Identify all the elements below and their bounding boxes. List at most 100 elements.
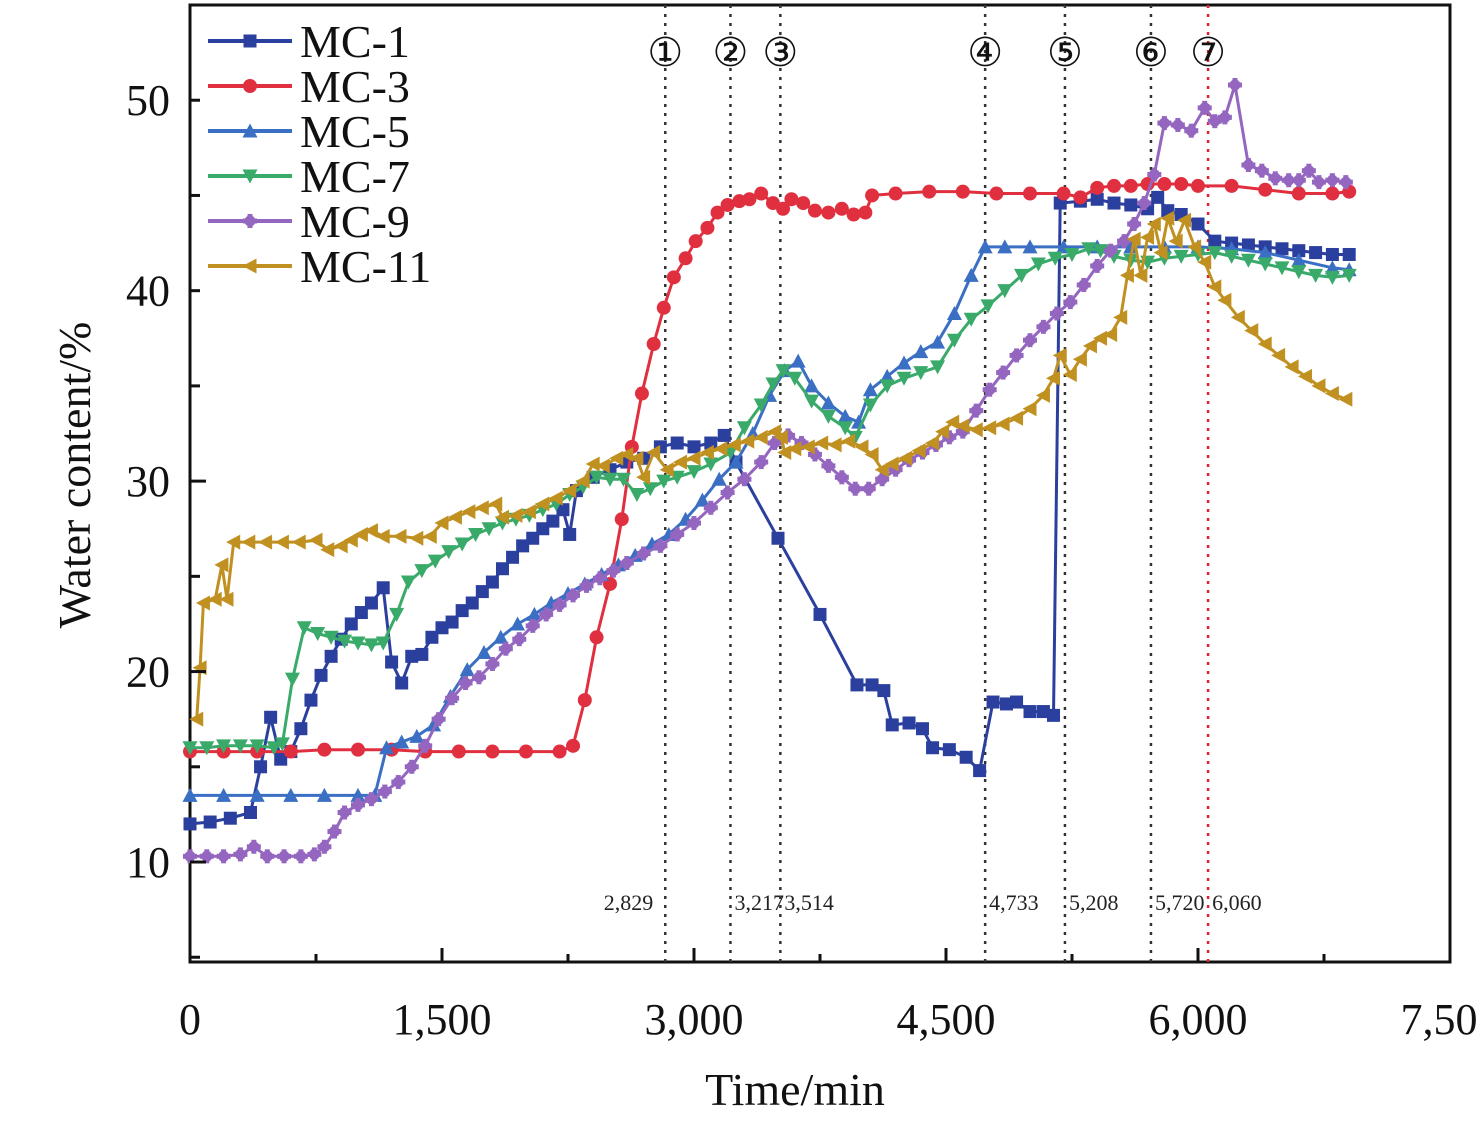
data-point-mc-3 xyxy=(922,184,937,199)
data-point-mc-7 xyxy=(656,474,672,489)
data-point-mc-9 xyxy=(1184,123,1199,138)
data-point-mc-3 xyxy=(858,205,873,220)
data-point-mc-1 xyxy=(243,805,257,819)
data-point-mc-9 xyxy=(293,849,308,864)
data-point-mc-1 xyxy=(902,716,916,730)
data-point-mc-9 xyxy=(351,797,365,812)
data-point-mc-1 xyxy=(1090,192,1104,206)
data-point-mc-7 xyxy=(997,284,1013,299)
data-point-mc-9 xyxy=(233,847,248,862)
data-point-mc-11 xyxy=(911,443,926,459)
data-point-mc-11 xyxy=(1338,391,1353,407)
data-point-mc-9 xyxy=(737,472,752,487)
data-point-mc-3 xyxy=(351,742,365,757)
data-point-mc-11 xyxy=(1324,386,1339,402)
data-point-mc-11 xyxy=(1284,359,1299,375)
data-point-mc-11 xyxy=(1230,309,1245,325)
data-point-mc-5 xyxy=(1123,239,1139,254)
data-point-mc-5 xyxy=(249,787,265,802)
event-symbol-2: ② xyxy=(713,30,749,75)
data-point-mc-3 xyxy=(1056,186,1071,201)
data-point-mc-9 xyxy=(1147,167,1162,182)
legend-swatch-marker xyxy=(243,214,257,228)
data-point-mc-11 xyxy=(713,441,728,457)
data-point-mc-3 xyxy=(742,192,757,207)
data-point-mc-1 xyxy=(885,718,899,732)
legend-item-mc-9: MC-9 xyxy=(208,196,410,247)
data-point-mc-11 xyxy=(1207,279,1222,295)
data-point-mc-5 xyxy=(182,787,198,802)
data-point-mc-1 xyxy=(1241,238,1255,252)
data-point-mc-1 xyxy=(203,815,217,829)
data-point-mc-11 xyxy=(375,528,390,544)
data-point-mc-3 xyxy=(807,203,822,218)
data-point-mc-1 xyxy=(1309,246,1323,260)
data-point-mc-1 xyxy=(536,522,550,536)
data-point-mc-11 xyxy=(447,509,462,525)
data-point-mc-11 xyxy=(1082,338,1097,354)
data-point-mc-1 xyxy=(1325,247,1339,261)
data-point-mc-7 xyxy=(847,430,863,445)
data-point-mc-11 xyxy=(841,433,856,449)
data-point-mc-5 xyxy=(946,306,962,321)
data-point-mc-9 xyxy=(636,546,651,561)
data-point-mc-9 xyxy=(277,849,292,864)
data-point-mc-1 xyxy=(986,695,1000,709)
data-point-mc-1 xyxy=(455,604,469,618)
event-symbol-7: ⑦ xyxy=(1190,30,1226,75)
event-time-label-4: 4,733 xyxy=(989,890,1039,915)
data-point-mc-9 xyxy=(703,500,718,515)
data-point-mc-5 xyxy=(426,717,442,732)
data-point-mc-7 xyxy=(787,371,803,386)
event-time-label-2: 3,217 xyxy=(734,890,784,915)
data-point-mc-7 xyxy=(310,626,326,641)
data-point-mc-3 xyxy=(846,207,861,222)
data-point-mc-11 xyxy=(434,515,449,531)
data-point-mc-11 xyxy=(1197,254,1212,270)
data-point-mc-11 xyxy=(1072,351,1087,367)
data-point-mc-9 xyxy=(183,849,197,864)
data-point-mc-5 xyxy=(1257,245,1273,260)
data-point-mc-7 xyxy=(775,364,791,379)
data-point-mc-5 xyxy=(711,471,727,486)
data-point-mc-5 xyxy=(350,787,366,802)
data-point-mc-11 xyxy=(1113,309,1128,325)
data-point-mc-7 xyxy=(1030,257,1046,272)
data-point-mc-1 xyxy=(999,697,1013,711)
data-point-mc-3 xyxy=(1291,186,1306,201)
data-point-mc-7 xyxy=(400,575,416,590)
data-point-mc-9 xyxy=(653,538,668,553)
series-mc-9 xyxy=(183,77,1353,864)
data-point-mc-1 xyxy=(344,617,358,631)
event-time-label-1: 2,829 xyxy=(604,890,654,915)
data-point-mc-11 xyxy=(474,500,489,516)
data-point-mc-1 xyxy=(850,678,864,692)
data-point-mc-11 xyxy=(1009,410,1024,426)
data-point-mc-1 xyxy=(563,527,577,541)
data-point-mc-9 xyxy=(848,481,863,496)
data-point-mc-11 xyxy=(195,595,210,611)
data-point-mc-9 xyxy=(327,824,342,839)
data-point-mc-7 xyxy=(753,398,769,413)
data-point-mc-9 xyxy=(539,607,554,622)
data-point-mc-5 xyxy=(394,734,410,749)
data-point-mc-7 xyxy=(216,739,232,754)
data-point-mc-7 xyxy=(1014,268,1030,283)
data-point-mc-1 xyxy=(1208,234,1222,248)
event-symbol-3: ③ xyxy=(762,30,798,75)
data-point-mc-1 xyxy=(771,531,785,545)
data-point-mc-9 xyxy=(1137,196,1152,211)
data-point-mc-9 xyxy=(364,792,379,807)
data-point-mc-7 xyxy=(804,394,820,409)
event-time-label-5: 5,208 xyxy=(1069,890,1119,915)
data-point-mc-7 xyxy=(1257,257,1273,272)
legend-item-mc-1: MC-1 xyxy=(208,16,410,67)
data-point-mc-11 xyxy=(409,530,424,546)
data-point-mc-1 xyxy=(485,575,499,589)
x-tick-label: 3,000 xyxy=(645,995,744,1044)
data-point-mc-11 xyxy=(995,416,1010,432)
y-axis-title: Water content/% xyxy=(49,322,100,629)
data-point-mc-3 xyxy=(656,300,671,315)
data-point-mc-9 xyxy=(1281,173,1296,188)
data-point-mc-9 xyxy=(1076,277,1091,292)
